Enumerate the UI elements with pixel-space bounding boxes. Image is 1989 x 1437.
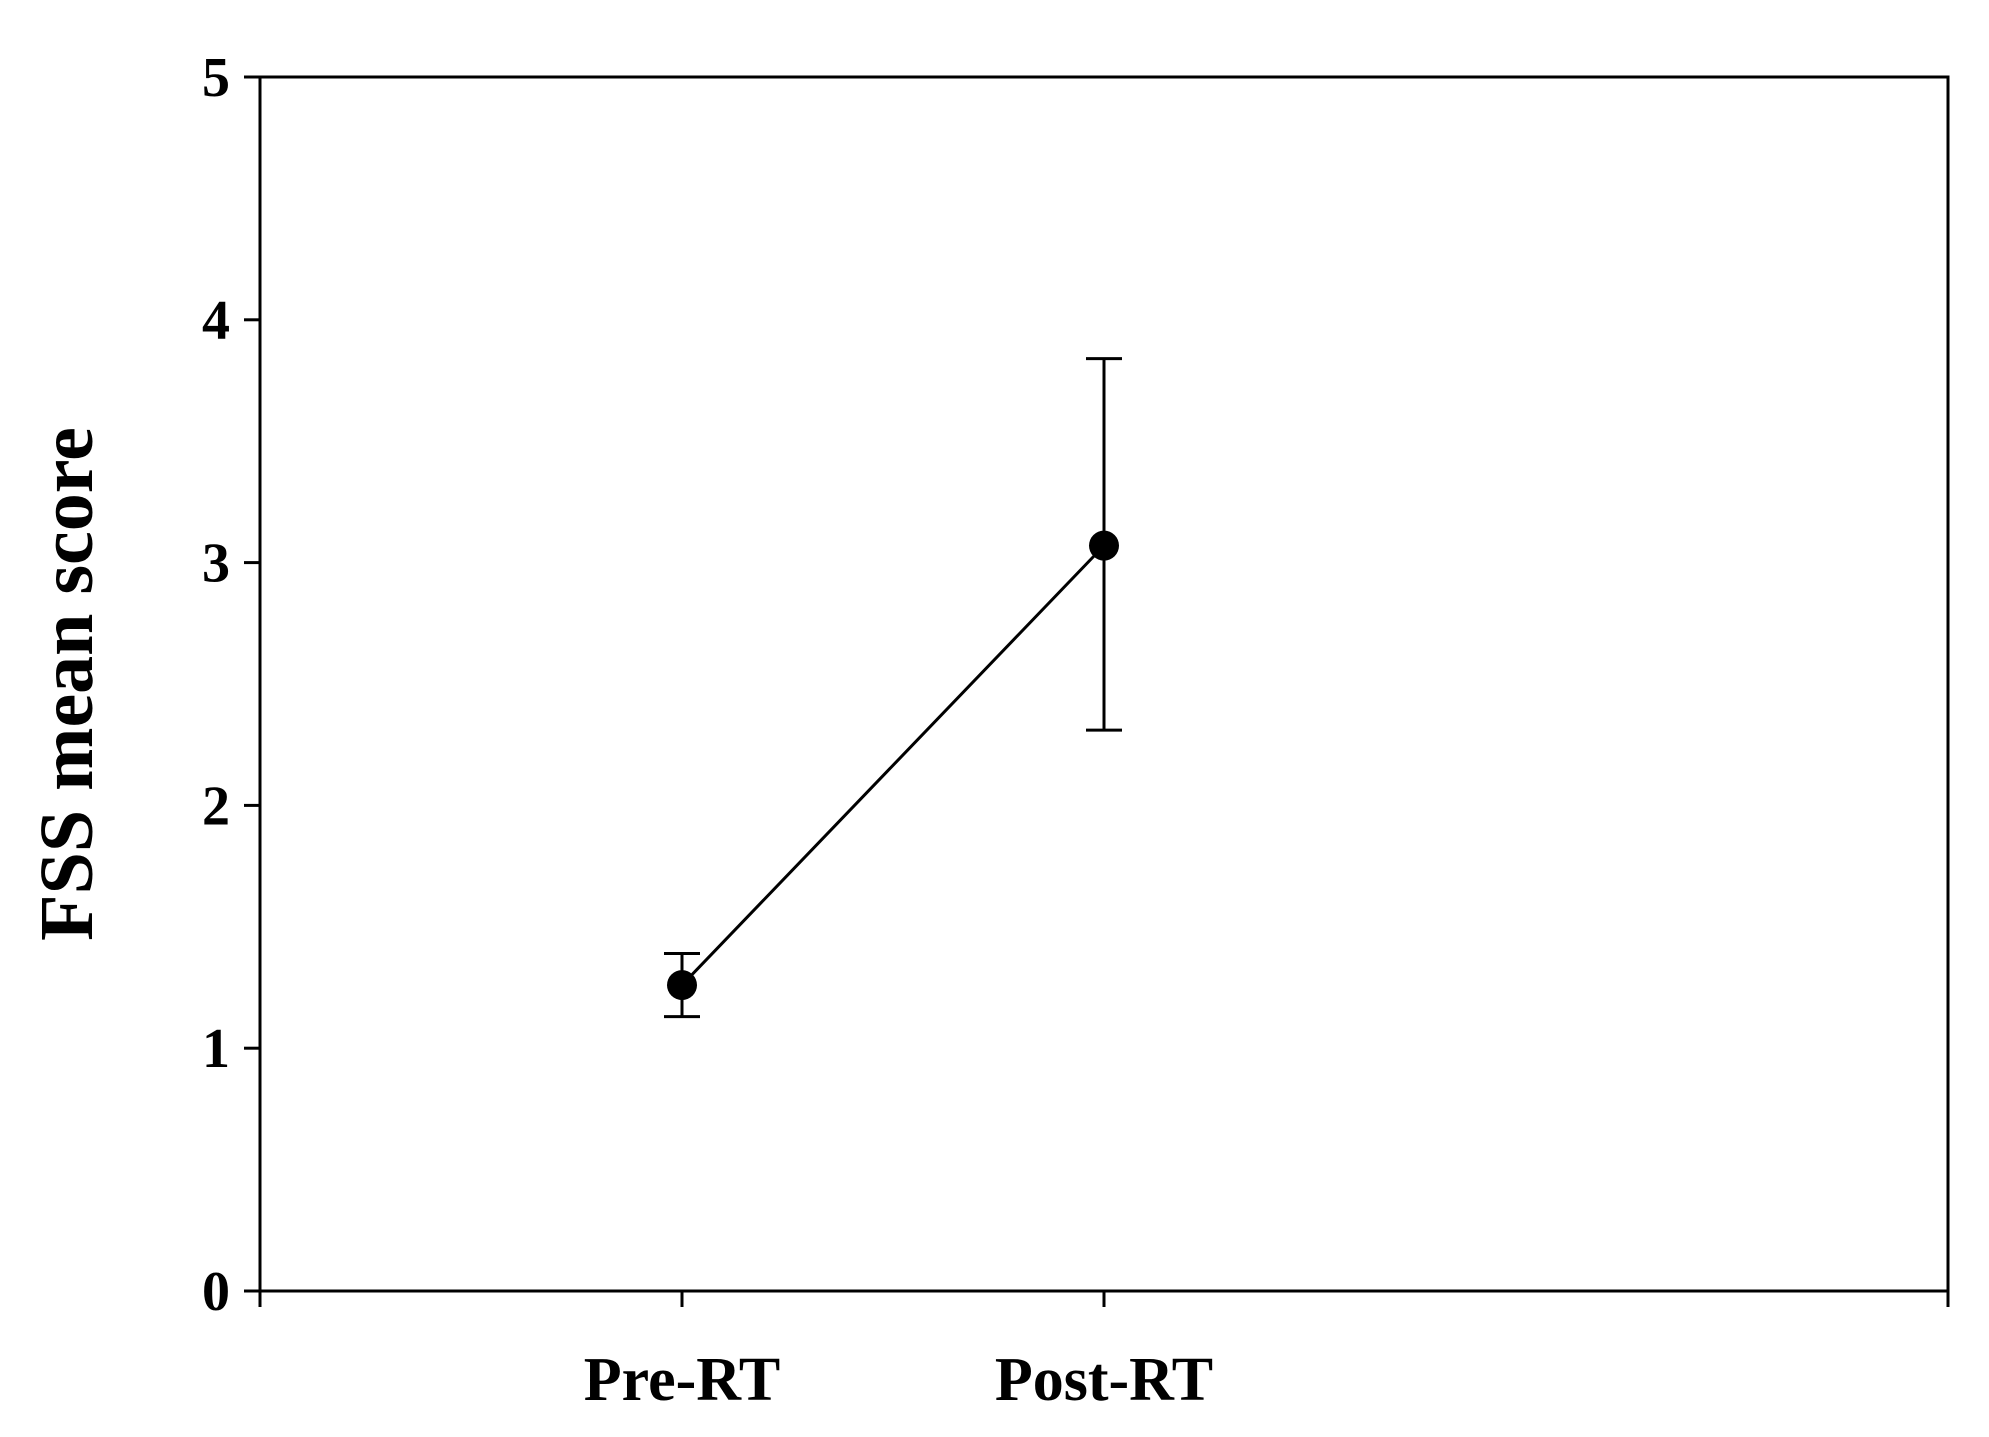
y-axis-title: FSS mean score <box>25 427 109 941</box>
y-tick-label: 2 <box>202 775 230 837</box>
x-tick-label: Post-RT <box>995 1346 1213 1414</box>
y-axis: 0 1 2 3 4 5 <box>202 47 260 1323</box>
data-point <box>1089 530 1119 561</box>
x-axis: Pre-RT Post-RT <box>258 1291 1950 1414</box>
data-marks <box>664 357 1122 1019</box>
y-tick-label: 3 <box>202 533 230 595</box>
series-line <box>680 544 1106 987</box>
y-tick-label: 1 <box>202 1018 230 1080</box>
data-point <box>667 970 697 1001</box>
y-tick-label: 5 <box>202 47 230 109</box>
x-tick-label: Pre-RT <box>584 1346 780 1414</box>
y-tick-label: 0 <box>202 1261 230 1323</box>
y-tick-label: 4 <box>202 290 230 352</box>
